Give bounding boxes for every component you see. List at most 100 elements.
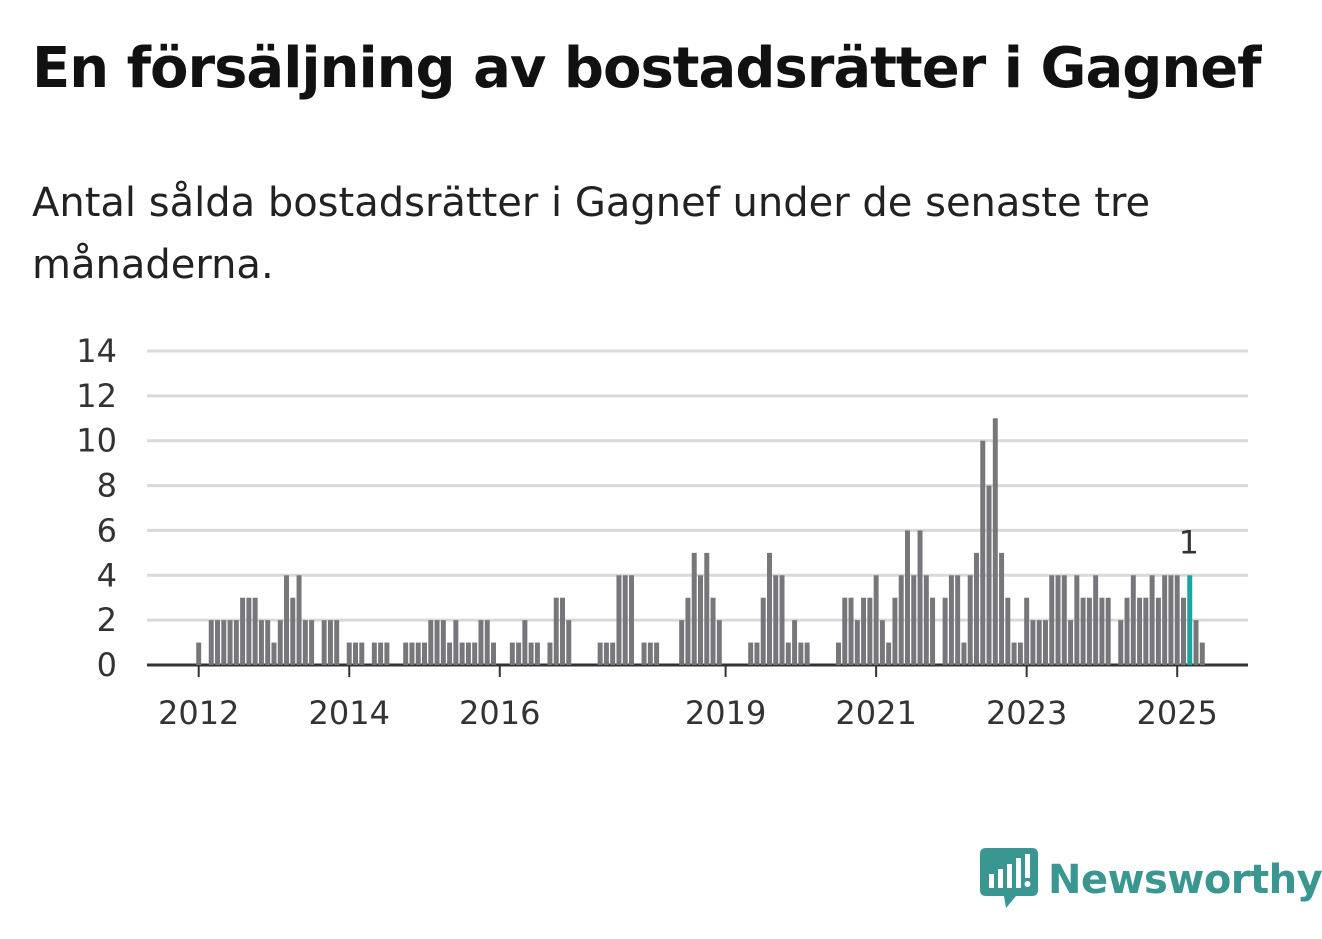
- bar: [422, 642, 427, 665]
- bar: [1030, 620, 1036, 665]
- bar: [716, 620, 722, 665]
- bar: [1193, 620, 1199, 665]
- y-tick-label: 12: [76, 377, 117, 415]
- bar: [459, 642, 465, 665]
- bar: [290, 597, 296, 665]
- bar: [641, 642, 647, 665]
- bar: [1086, 597, 1092, 665]
- bar: [1099, 597, 1105, 665]
- bar: [1118, 620, 1124, 665]
- x-tick-label: 2021: [835, 694, 916, 732]
- x-tick-label: 2019: [685, 694, 766, 732]
- bar: [986, 485, 992, 665]
- bar: [848, 597, 854, 665]
- bar: [434, 620, 440, 665]
- bar: [403, 642, 409, 665]
- bar: [704, 552, 710, 665]
- bar: [980, 440, 986, 665]
- bar: [240, 597, 246, 665]
- bar: [792, 620, 798, 665]
- bar: [215, 620, 221, 665]
- bar: [779, 575, 785, 665]
- bar: [886, 642, 892, 665]
- bar: [258, 620, 264, 665]
- bar: [246, 597, 252, 665]
- newsworthy-logo-text: Newsworthy: [1048, 857, 1322, 903]
- bar: [227, 620, 233, 665]
- bar: [453, 620, 459, 665]
- bar: [616, 575, 622, 665]
- bar: [917, 530, 923, 665]
- newsworthy-logo: Newsworthy: [980, 848, 1322, 912]
- bar: [1017, 642, 1023, 665]
- y-tick-label: 2: [97, 601, 117, 639]
- bar: [798, 642, 804, 665]
- bar: [553, 597, 559, 665]
- bar: [252, 597, 258, 665]
- y-tick-label: 4: [97, 556, 117, 594]
- bar: [1080, 597, 1086, 665]
- bar: [654, 642, 660, 665]
- bar: [1093, 575, 1099, 665]
- bar: [1011, 642, 1017, 665]
- x-tick-label: 2016: [459, 694, 540, 732]
- bar: [867, 597, 873, 665]
- y-tick-label: 14: [76, 332, 117, 370]
- bar: [629, 575, 634, 665]
- bar: [610, 642, 616, 665]
- bar: [898, 575, 904, 665]
- bar: [748, 642, 754, 665]
- bar: [647, 642, 653, 665]
- bar: [698, 575, 703, 665]
- bar: [309, 620, 315, 665]
- bar: [892, 597, 898, 665]
- bar: [679, 620, 685, 665]
- bar: [785, 642, 791, 665]
- bar: [842, 597, 848, 665]
- bar: [547, 642, 553, 665]
- bar: [221, 620, 227, 665]
- bar: [1168, 575, 1174, 665]
- bar: [522, 620, 528, 665]
- bar: [472, 642, 478, 665]
- bar: [509, 642, 515, 665]
- bar: [942, 597, 948, 665]
- bar: [955, 575, 961, 665]
- bar: [534, 642, 540, 665]
- bar: [208, 620, 214, 665]
- bar: [603, 642, 609, 665]
- bar: [284, 575, 290, 665]
- bar: [1155, 597, 1161, 665]
- bar: [1124, 597, 1130, 665]
- bar: [516, 642, 522, 665]
- bar: [1042, 620, 1048, 665]
- bar: [196, 642, 202, 665]
- bar: [378, 642, 384, 665]
- bar: [1143, 597, 1149, 665]
- bar: [854, 620, 860, 665]
- bar: [948, 575, 954, 665]
- bar: [528, 642, 534, 665]
- bar: [321, 620, 327, 665]
- bar: [622, 575, 628, 665]
- x-axis-ticks: 2012 2014 2016 2019 2021 2023 2025: [158, 665, 1218, 732]
- bar: [271, 642, 277, 665]
- bar: [911, 575, 917, 665]
- bar: [1049, 575, 1055, 665]
- bar: [346, 642, 352, 665]
- bar: [491, 642, 496, 665]
- x-tick-label: 2012: [158, 694, 239, 732]
- bar: [1068, 620, 1074, 665]
- x-tick-label: 2025: [1136, 694, 1217, 732]
- y-tick-label: 0: [97, 646, 117, 684]
- bar: [767, 552, 772, 665]
- bar: [371, 642, 377, 665]
- bar: [760, 597, 766, 665]
- bar: [1130, 575, 1136, 665]
- highlight-value-label: 1: [1179, 523, 1199, 561]
- x-tick-label: 2023: [986, 694, 1067, 732]
- bar: [804, 642, 810, 665]
- bar: [265, 620, 271, 665]
- bar: [334, 620, 340, 665]
- bar: [1036, 620, 1042, 665]
